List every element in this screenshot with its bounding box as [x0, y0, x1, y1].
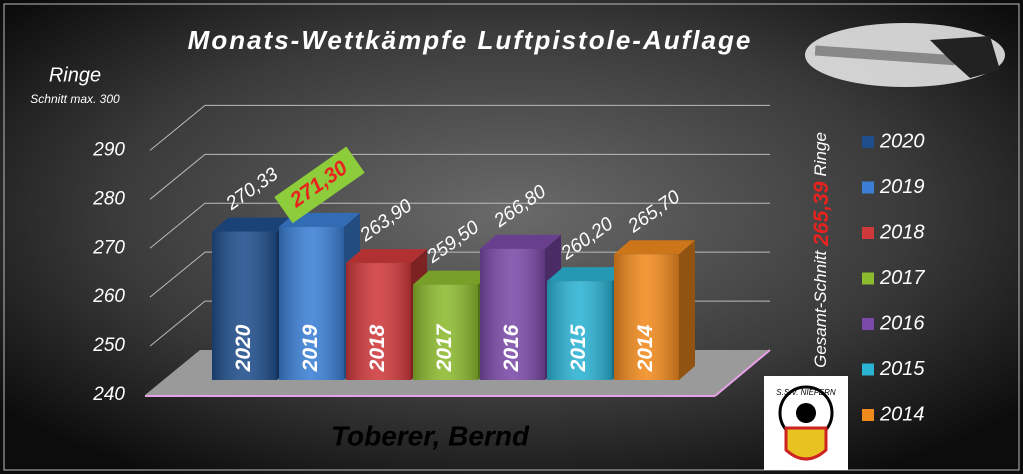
bar-group: 2014	[614, 240, 695, 380]
footer: Toberer, Bernd	[331, 420, 530, 451]
y-axis-label: Ringe	[49, 64, 101, 86]
y-tick-label: 240	[92, 384, 125, 405]
bar-category-label: 2015	[567, 324, 590, 372]
y-tick-label: 280	[92, 188, 125, 209]
legend-label: 2016	[879, 312, 925, 334]
legend-swatch	[862, 364, 874, 376]
bar-category-label: 2018	[366, 324, 389, 372]
bar-side	[679, 240, 695, 380]
bar-category-label: 2014	[634, 324, 657, 372]
legend-label: 2018	[879, 221, 925, 243]
bar-category-label: 2020	[232, 324, 255, 372]
logo-text: S.S.V. NIEFERN	[776, 388, 836, 397]
legend-label: 2020	[879, 130, 925, 152]
legend-label: 2014	[879, 403, 925, 425]
chart-title: Monats-Wettkämpfe Luftpistole-Auflage	[188, 25, 753, 55]
legend-label: 2017	[879, 267, 925, 289]
bar-category-label: 2016	[500, 324, 523, 372]
average-prefix: Gesamt-Schnitt	[811, 249, 830, 367]
logo: S.S.V. NIEFERN	[764, 376, 848, 470]
pistol-image	[805, 23, 1005, 87]
average-value: 265,39	[810, 181, 833, 247]
legend-swatch	[862, 227, 874, 239]
legend-swatch	[862, 136, 874, 148]
y-tick-label: 270	[92, 237, 125, 258]
legend-label: 2015	[879, 358, 925, 380]
legend-swatch	[862, 409, 874, 421]
bar-category-label: 2017	[433, 323, 456, 372]
chart: Monats-Wettkämpfe Luftpistole-Auflage Ri…	[0, 0, 1023, 474]
y-tick-label: 290	[92, 139, 125, 160]
y-tick-label: 260	[92, 286, 125, 307]
legend-swatch	[862, 318, 874, 330]
bar-category-label: 2019	[299, 324, 322, 372]
average-suffix: Ringe	[811, 132, 830, 176]
y-axis-sublabel: Schnitt max. 300	[30, 92, 120, 106]
y-tick-label: 250	[92, 335, 125, 356]
legend-swatch	[862, 182, 874, 194]
legend-label: 2019	[879, 176, 925, 198]
legend-swatch	[862, 273, 874, 285]
